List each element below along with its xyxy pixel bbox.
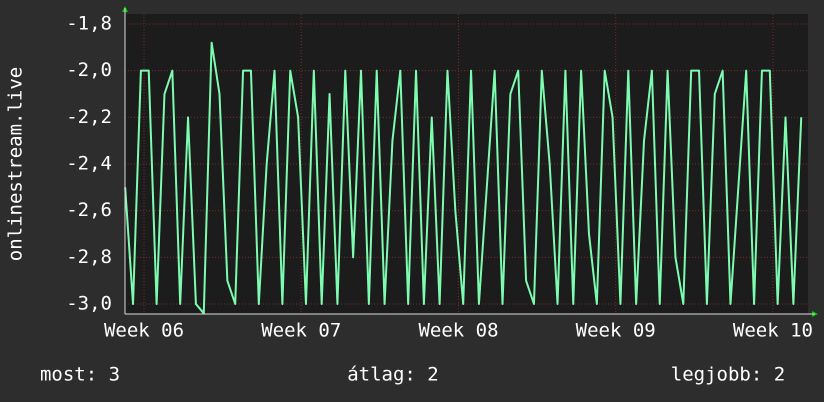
- x-tick-label: Week 08: [418, 320, 498, 342]
- x-tick-label: Week 07: [261, 320, 341, 342]
- y-tick-label: -2,2: [66, 106, 112, 128]
- x-tick-label: Week 09: [576, 320, 656, 342]
- y-axis-title: onlinestream.live: [5, 67, 27, 261]
- data-line: [124, 41, 803, 315]
- x-tick-label: Week 10: [733, 320, 813, 342]
- y-tick-label: -2,0: [66, 59, 112, 81]
- plot-area: [125, 14, 808, 314]
- footer-stat: most: 3: [40, 364, 120, 386]
- y-tick-label: -2,6: [66, 199, 112, 221]
- y-tick-label: -2,4: [66, 153, 112, 175]
- y-tick-label: -2,8: [66, 246, 112, 268]
- y-tick-label: -1,8: [66, 13, 112, 35]
- x-tick-label: Week 06: [104, 320, 184, 342]
- footer-stat: átlag: 2: [347, 364, 439, 386]
- footer-stat: legjobb: 2: [671, 364, 785, 386]
- y-tick-label: -3,0: [66, 292, 112, 314]
